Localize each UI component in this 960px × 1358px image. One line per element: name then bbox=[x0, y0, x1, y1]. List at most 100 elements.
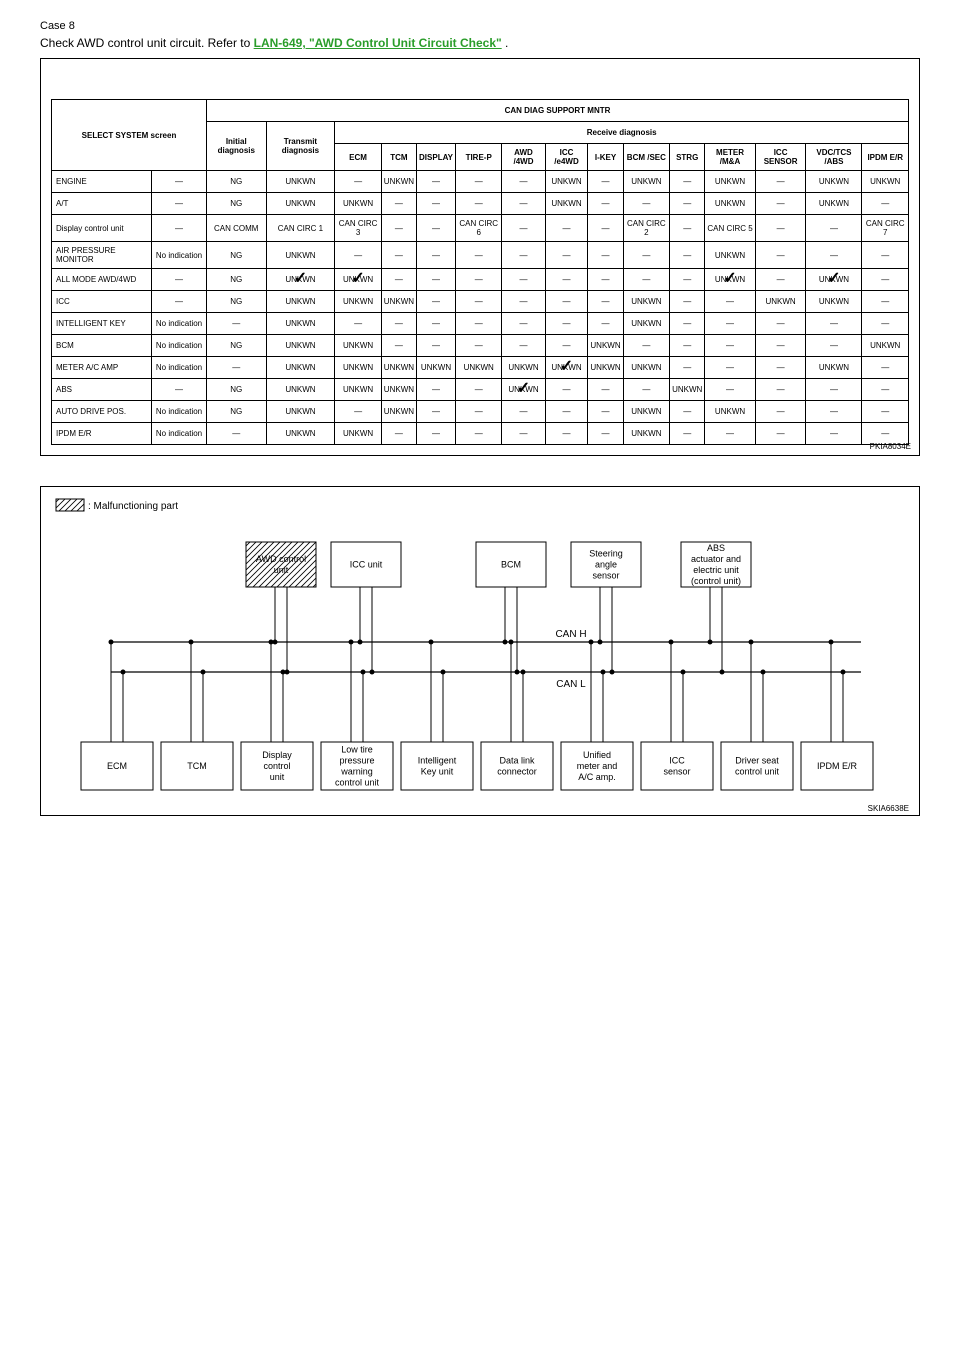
sys-cell: BCM bbox=[52, 335, 152, 357]
data-cell: — bbox=[862, 313, 909, 335]
data-cell: — bbox=[862, 193, 909, 215]
col-header: BCM /SEC bbox=[623, 144, 669, 171]
data-cell: — bbox=[862, 357, 909, 379]
data-cell: — bbox=[381, 242, 416, 269]
table-fig-id: PKIA8034E bbox=[870, 442, 911, 451]
box-label: BCM bbox=[501, 560, 521, 570]
data-cell: — bbox=[623, 193, 669, 215]
init-cell: — bbox=[207, 313, 267, 335]
data-cell: — bbox=[588, 291, 623, 313]
table-row: A/T—NGUNKWNUNKWN————UNKWN———UNKWN—UNKWN— bbox=[52, 193, 909, 215]
data-cell: — bbox=[755, 313, 806, 335]
data-cell: — bbox=[455, 313, 501, 335]
data-cell: UNKWN bbox=[335, 423, 381, 445]
data-cell: — bbox=[588, 171, 623, 193]
data-cell: — bbox=[588, 423, 623, 445]
box-label: ICC unit bbox=[350, 560, 383, 570]
data-cell: — bbox=[705, 357, 755, 379]
data-cell: — bbox=[806, 215, 862, 242]
case-title: Case 8 bbox=[40, 20, 920, 32]
data-cell: — bbox=[755, 423, 806, 445]
data-cell: — bbox=[588, 401, 623, 423]
data-cell: — bbox=[417, 269, 456, 291]
col-header: AWD /4WD bbox=[502, 144, 545, 171]
tx-cell: UNKWN bbox=[266, 193, 335, 215]
init-cell: NG bbox=[207, 335, 267, 357]
data-cell: UNKWN bbox=[545, 357, 588, 379]
data-cell: UNKWN bbox=[545, 171, 588, 193]
data-cell: — bbox=[502, 215, 545, 242]
diag-table: SELECT SYSTEM screen CAN DIAG SUPPORT MN… bbox=[51, 99, 909, 445]
data-cell: — bbox=[455, 291, 501, 313]
ind-cell: — bbox=[152, 379, 207, 401]
data-cell: — bbox=[670, 335, 705, 357]
tx-cell: CAN CIRC 1 bbox=[266, 215, 335, 242]
data-cell: — bbox=[670, 291, 705, 313]
ind-cell: No indication bbox=[152, 313, 207, 335]
box-label: Data linkconnector bbox=[497, 756, 537, 777]
data-cell: UNKWN bbox=[623, 357, 669, 379]
data-cell: UNKWN bbox=[381, 401, 416, 423]
col-header: TCM bbox=[381, 144, 416, 171]
data-cell: — bbox=[623, 242, 669, 269]
init-cell: NG bbox=[207, 193, 267, 215]
data-cell: — bbox=[545, 269, 588, 291]
data-cell: CAN CIRC 2 bbox=[623, 215, 669, 242]
data-cell: UNKWN bbox=[335, 269, 381, 291]
can-diagram: : Malfunctioning part CAN H CAN L AWD co… bbox=[41, 487, 919, 816]
tx-cell: UNKWN bbox=[266, 291, 335, 313]
diagram-fig-id: SKIA6638E bbox=[868, 804, 909, 813]
data-cell: — bbox=[588, 313, 623, 335]
data-cell: — bbox=[455, 379, 501, 401]
sys-cell: METER A/C AMP bbox=[52, 357, 152, 379]
data-cell: — bbox=[806, 379, 862, 401]
data-cell: — bbox=[545, 313, 588, 335]
data-cell: — bbox=[455, 171, 501, 193]
can-h-label: CAN H bbox=[555, 629, 586, 640]
init-cell: NG bbox=[207, 379, 267, 401]
data-cell: — bbox=[705, 379, 755, 401]
data-cell: — bbox=[670, 357, 705, 379]
data-cell: — bbox=[502, 269, 545, 291]
legend-text: : Malfunctioning part bbox=[88, 501, 178, 512]
data-cell: — bbox=[755, 357, 806, 379]
hdr-select: SELECT SYSTEM screen bbox=[52, 100, 207, 171]
data-cell: — bbox=[806, 313, 862, 335]
data-cell: — bbox=[588, 242, 623, 269]
data-cell: UNKWN bbox=[705, 401, 755, 423]
data-cell: — bbox=[502, 242, 545, 269]
col-header: ICC SENSOR bbox=[755, 144, 806, 171]
init-cell: NG bbox=[207, 269, 267, 291]
data-cell: — bbox=[755, 401, 806, 423]
table-row: IPDM E/RNo indication—UNKWNUNKWN——————UN… bbox=[52, 423, 909, 445]
data-cell: — bbox=[417, 313, 456, 335]
tx-cell: UNKWN bbox=[266, 379, 335, 401]
data-cell: — bbox=[545, 242, 588, 269]
data-cell: — bbox=[455, 193, 501, 215]
diag-table-panel: SELECT SYSTEM screen CAN DIAG SUPPORT MN… bbox=[40, 58, 920, 456]
data-cell: UNKWN bbox=[806, 171, 862, 193]
ind-cell: — bbox=[152, 291, 207, 313]
box-label: ECM bbox=[107, 761, 127, 771]
ref-link[interactable]: LAN-649, "AWD Control Unit Circuit Check… bbox=[254, 36, 502, 50]
sys-cell: AIR PRESSURE MONITOR bbox=[52, 242, 152, 269]
col-header: IPDM E/R bbox=[862, 144, 909, 171]
col-header: TIRE-P bbox=[455, 144, 501, 171]
data-cell: — bbox=[417, 379, 456, 401]
data-cell: UNKWN bbox=[588, 335, 623, 357]
data-cell: — bbox=[670, 171, 705, 193]
data-cell: — bbox=[806, 423, 862, 445]
table-row: Display control unit—CAN COMMCAN CIRC 1C… bbox=[52, 215, 909, 242]
data-cell: — bbox=[705, 335, 755, 357]
data-cell: UNKWN bbox=[381, 357, 416, 379]
data-cell: — bbox=[862, 379, 909, 401]
data-cell: — bbox=[545, 401, 588, 423]
data-cell: UNKWN bbox=[623, 291, 669, 313]
data-cell: — bbox=[705, 423, 755, 445]
data-cell: — bbox=[806, 335, 862, 357]
col-header: STRG bbox=[670, 144, 705, 171]
box-label: IntelligentKey unit bbox=[418, 756, 457, 777]
data-cell: — bbox=[545, 291, 588, 313]
data-cell: UNKWN bbox=[705, 171, 755, 193]
init-cell: — bbox=[207, 357, 267, 379]
